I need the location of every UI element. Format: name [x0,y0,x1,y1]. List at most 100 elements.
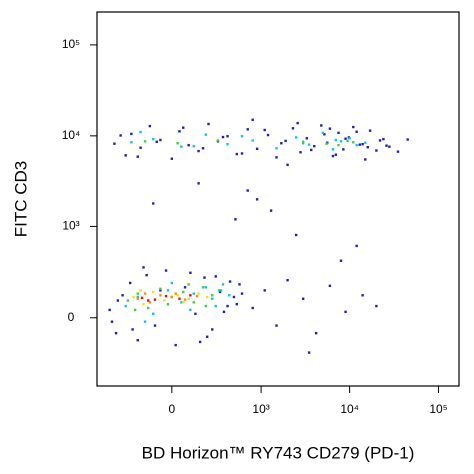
event-dot [228,280,232,283]
event-dot [240,135,244,138]
event-dot [218,290,222,294]
event-dot [114,331,118,335]
event-dot [128,281,132,285]
event-dot [334,138,338,142]
x-tick-label: 10⁴ [340,402,359,416]
event-dot [323,133,326,136]
event-dot [388,145,391,148]
event-dot [342,148,345,151]
event-dot [182,126,185,129]
event-dot [296,121,299,125]
event-dot [119,134,122,137]
event-dot [355,130,358,133]
event-dot [204,133,208,136]
event-dot [263,289,266,292]
event-dot [291,127,295,130]
event-dot [361,294,364,297]
event-dot [368,129,372,132]
event-dot [251,306,254,310]
event-dot [294,136,298,139]
event-dot [205,335,209,338]
event-dot [280,142,283,145]
event-dot [192,292,195,295]
event-dot [221,283,225,286]
event-dot [148,301,152,304]
event-dot [187,143,190,147]
event-dot [133,308,137,312]
event-dot [152,290,155,294]
event-dot [235,302,239,306]
event-dot [246,128,249,131]
event-dot [346,139,349,143]
y-tick-label: 10³ [62,219,79,233]
event-dot [307,143,311,146]
event-dot [195,294,199,298]
event-dot [214,275,217,278]
event-dot [305,137,309,140]
event-dot [159,294,162,297]
event-dot [307,351,311,354]
event-dot [331,154,335,158]
event-dot [382,137,385,141]
event-dot [192,144,195,148]
event-dot [152,137,155,141]
event-dot [139,289,142,292]
event-dot [226,304,229,308]
event-dot [358,143,361,146]
event-dot [136,155,139,158]
event-dot [240,152,244,155]
event-dot [174,343,177,347]
event-dot [328,127,332,130]
event-dot [364,141,367,144]
event-dot [139,146,142,149]
event-dot [147,306,150,310]
event-dot [143,140,147,143]
event-dot [145,273,148,277]
event-dot [139,130,142,134]
event-dot [214,304,217,308]
event-dot [339,140,343,143]
event-dot [124,154,127,157]
event-dot [143,292,147,295]
event-dot [325,142,328,145]
event-dot [136,295,139,299]
event-dot [226,142,229,146]
event-dot [197,182,200,185]
event-dot [166,302,170,306]
event-dot [189,271,192,275]
event-dot [201,147,205,150]
event-dot [162,299,166,302]
event-dot [284,139,287,143]
event-dot [164,269,168,272]
event-dot [299,151,302,154]
event-dot [108,308,111,312]
event-dot [396,150,400,153]
event-dot [170,157,174,160]
event-dot [269,209,273,212]
event-dot [352,141,355,144]
event-dot [174,292,177,295]
event-dot [164,294,168,298]
event-dot [192,301,195,304]
event-dot [263,128,266,132]
event-dot [148,124,152,128]
event-dot [321,131,325,135]
event-dot [385,144,388,147]
event-dot [255,198,259,201]
event-dot [140,296,144,300]
event-dot [301,297,305,300]
event-dot [221,135,225,139]
event-dot [143,320,147,323]
event-dot [375,149,378,152]
event-dot [203,276,206,279]
event-dot [211,297,214,300]
event-dot [334,153,338,156]
event-dot [246,189,249,192]
event-dot [337,143,340,147]
event-dot [226,135,229,138]
event-dot [153,324,157,327]
event-dot [197,149,200,153]
event-dot [113,142,116,145]
event-dot [352,125,355,129]
event-dot [136,292,139,295]
